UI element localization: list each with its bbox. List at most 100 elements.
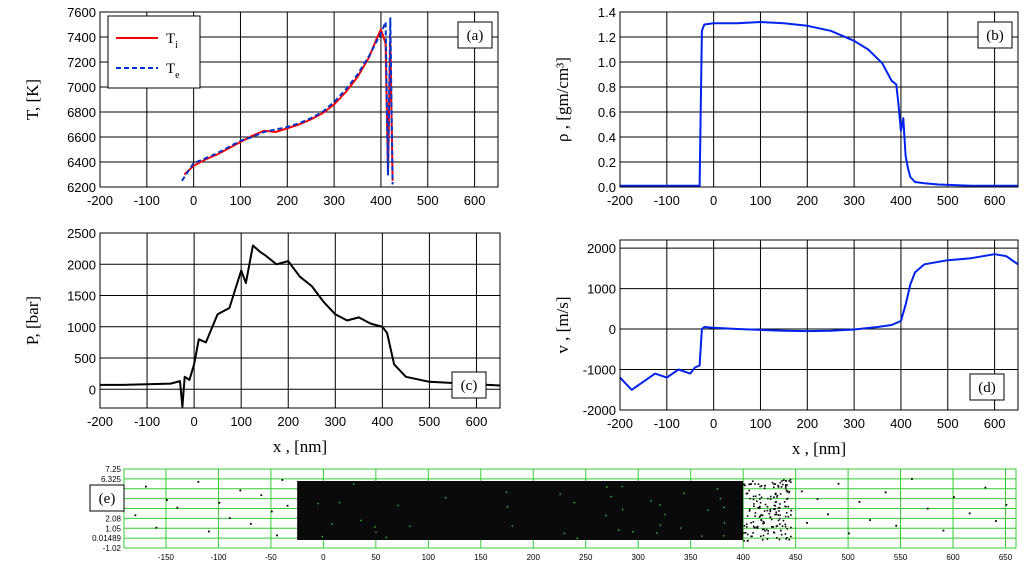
x-tick-label: -150	[158, 553, 175, 562]
panel-d-grid	[619, 240, 1018, 411]
x-tick-label: 100	[422, 553, 436, 562]
x-tick-label: 100	[230, 193, 252, 208]
panel-b-tag: (b)	[977, 21, 1013, 49]
sparse-particle	[270, 510, 273, 513]
dense-tail-particle	[773, 531, 776, 534]
dense-green-speck	[722, 535, 725, 537]
panel-b-ylabel: ρ , [gm/cm³]	[553, 57, 572, 142]
dense-tail-particle	[790, 481, 792, 483]
dense-tail-particle	[752, 532, 754, 534]
dense-tail-particle	[778, 506, 781, 509]
x-tick-label: 0	[710, 193, 717, 208]
series-line-0	[620, 21, 1018, 187]
dense-tail-particle	[779, 503, 781, 505]
dense-tail-particle	[778, 538, 781, 541]
dense-tail-particle	[752, 498, 755, 501]
y-tick-label: 1000	[587, 282, 616, 297]
panel-a-frame	[99, 11, 499, 188]
dense-tail-particle	[763, 528, 765, 531]
dense-green-speck	[701, 535, 703, 537]
dense-tail-particle	[777, 484, 779, 487]
dense-tail-particle	[743, 539, 745, 542]
x-tick-label: 500	[417, 193, 439, 208]
dense-green-speck	[563, 532, 566, 535]
dense-tail-particle	[763, 510, 766, 512]
dense-tail-particle	[746, 492, 749, 495]
dense-tail-particle	[766, 497, 769, 500]
dense-tail-particle	[749, 497, 751, 500]
dense-tail-particle	[783, 479, 785, 481]
y-tick-label: 500	[74, 351, 96, 366]
series-line-0	[619, 253, 1019, 391]
dense-green-speck	[409, 525, 411, 527]
x-tick-label: 500	[937, 416, 959, 431]
sparse-particle	[207, 530, 210, 533]
x-tick-label: 200	[796, 416, 818, 431]
panel-d-ylabel: v , [m/s]	[553, 296, 572, 353]
y-tick-label: 0	[609, 322, 616, 337]
dense-green-speck	[659, 524, 662, 526]
dense-green-speck	[576, 537, 579, 539]
dense-tail-particle	[784, 485, 787, 487]
panel-a-series	[181, 17, 394, 185]
panel-e-tag-text: (e)	[99, 491, 116, 507]
dense-tail-particle	[760, 485, 763, 487]
y-tick-label: 7400	[67, 30, 96, 45]
y-tick-label: 6.325	[101, 475, 122, 484]
dense-tail-particle	[766, 509, 769, 512]
dense-tail-particle	[782, 519, 785, 522]
panel-c-tag-text: (c)	[461, 378, 478, 394]
x-tick-label: 200	[527, 553, 541, 562]
dense-tail-particle	[758, 507, 761, 510]
dense-tail-particle	[762, 534, 765, 537]
x-tick-label: 300	[843, 193, 865, 208]
x-tick-label: -50	[265, 553, 277, 562]
dense-tail-particle	[758, 493, 761, 496]
sparse-particle	[165, 499, 168, 501]
dense-tail-particle	[756, 500, 758, 502]
sparse-particle	[218, 501, 221, 504]
x-tick-label: 400	[372, 414, 394, 429]
x-tick-label: 300	[632, 553, 646, 562]
x-tick-label: 400	[890, 416, 912, 431]
panel-e: -150 -100 -50 0 50 100 150 200 250 300 350 400 450 50…	[89, 465, 1017, 562]
dense-tail-particle	[777, 519, 780, 522]
y-tick-label: 2500	[67, 226, 96, 241]
dense-tail-particle	[748, 489, 750, 492]
sparse-particle	[276, 534, 278, 537]
x-tick-label: 0	[321, 553, 326, 562]
dense-tail-particle	[750, 483, 752, 485]
dense-tail-particle	[778, 510, 780, 512]
panel-a: -200 -100 0 100 200 300 400 500 600 6200 6400 6600 6…	[23, 5, 499, 208]
panel-e-tag: (e)	[89, 484, 125, 512]
panel-c-series	[100, 244, 501, 408]
sparse-particle	[758, 505, 761, 508]
sparse-particle	[800, 490, 803, 493]
dense-tail-particle	[776, 537, 778, 539]
dense-particle-block	[297, 481, 744, 540]
dense-tail-particle	[763, 487, 766, 490]
dense-tail-particle	[784, 533, 787, 535]
x-tick-label: 450	[789, 553, 803, 562]
dense-tail-particle	[754, 515, 756, 517]
x-tick-label: -200	[87, 193, 113, 208]
dense-tail-particle	[757, 506, 759, 509]
sparse-particle	[837, 482, 840, 485]
panel-d-xlabel: x , [nm]	[792, 439, 846, 458]
dense-tail-particle	[790, 514, 792, 516]
dense-tail-particle	[769, 495, 772, 498]
sparse-particle	[895, 524, 898, 527]
sparse-particle	[806, 522, 808, 524]
dense-tail-particle	[767, 532, 769, 535]
dense-tail-particle	[759, 485, 761, 488]
x-tick-label: 600	[946, 553, 960, 562]
dense-tail-particle	[775, 511, 778, 514]
dense-tail-particle	[769, 498, 772, 500]
dense-tail-particle	[776, 496, 778, 498]
sparse-particle	[144, 485, 147, 488]
panel-c-xlabel: x , [nm]	[273, 437, 327, 456]
y-tick-label: 0	[89, 382, 96, 397]
dense-tail-particle	[766, 538, 769, 540]
dense-green-speck	[723, 506, 725, 509]
